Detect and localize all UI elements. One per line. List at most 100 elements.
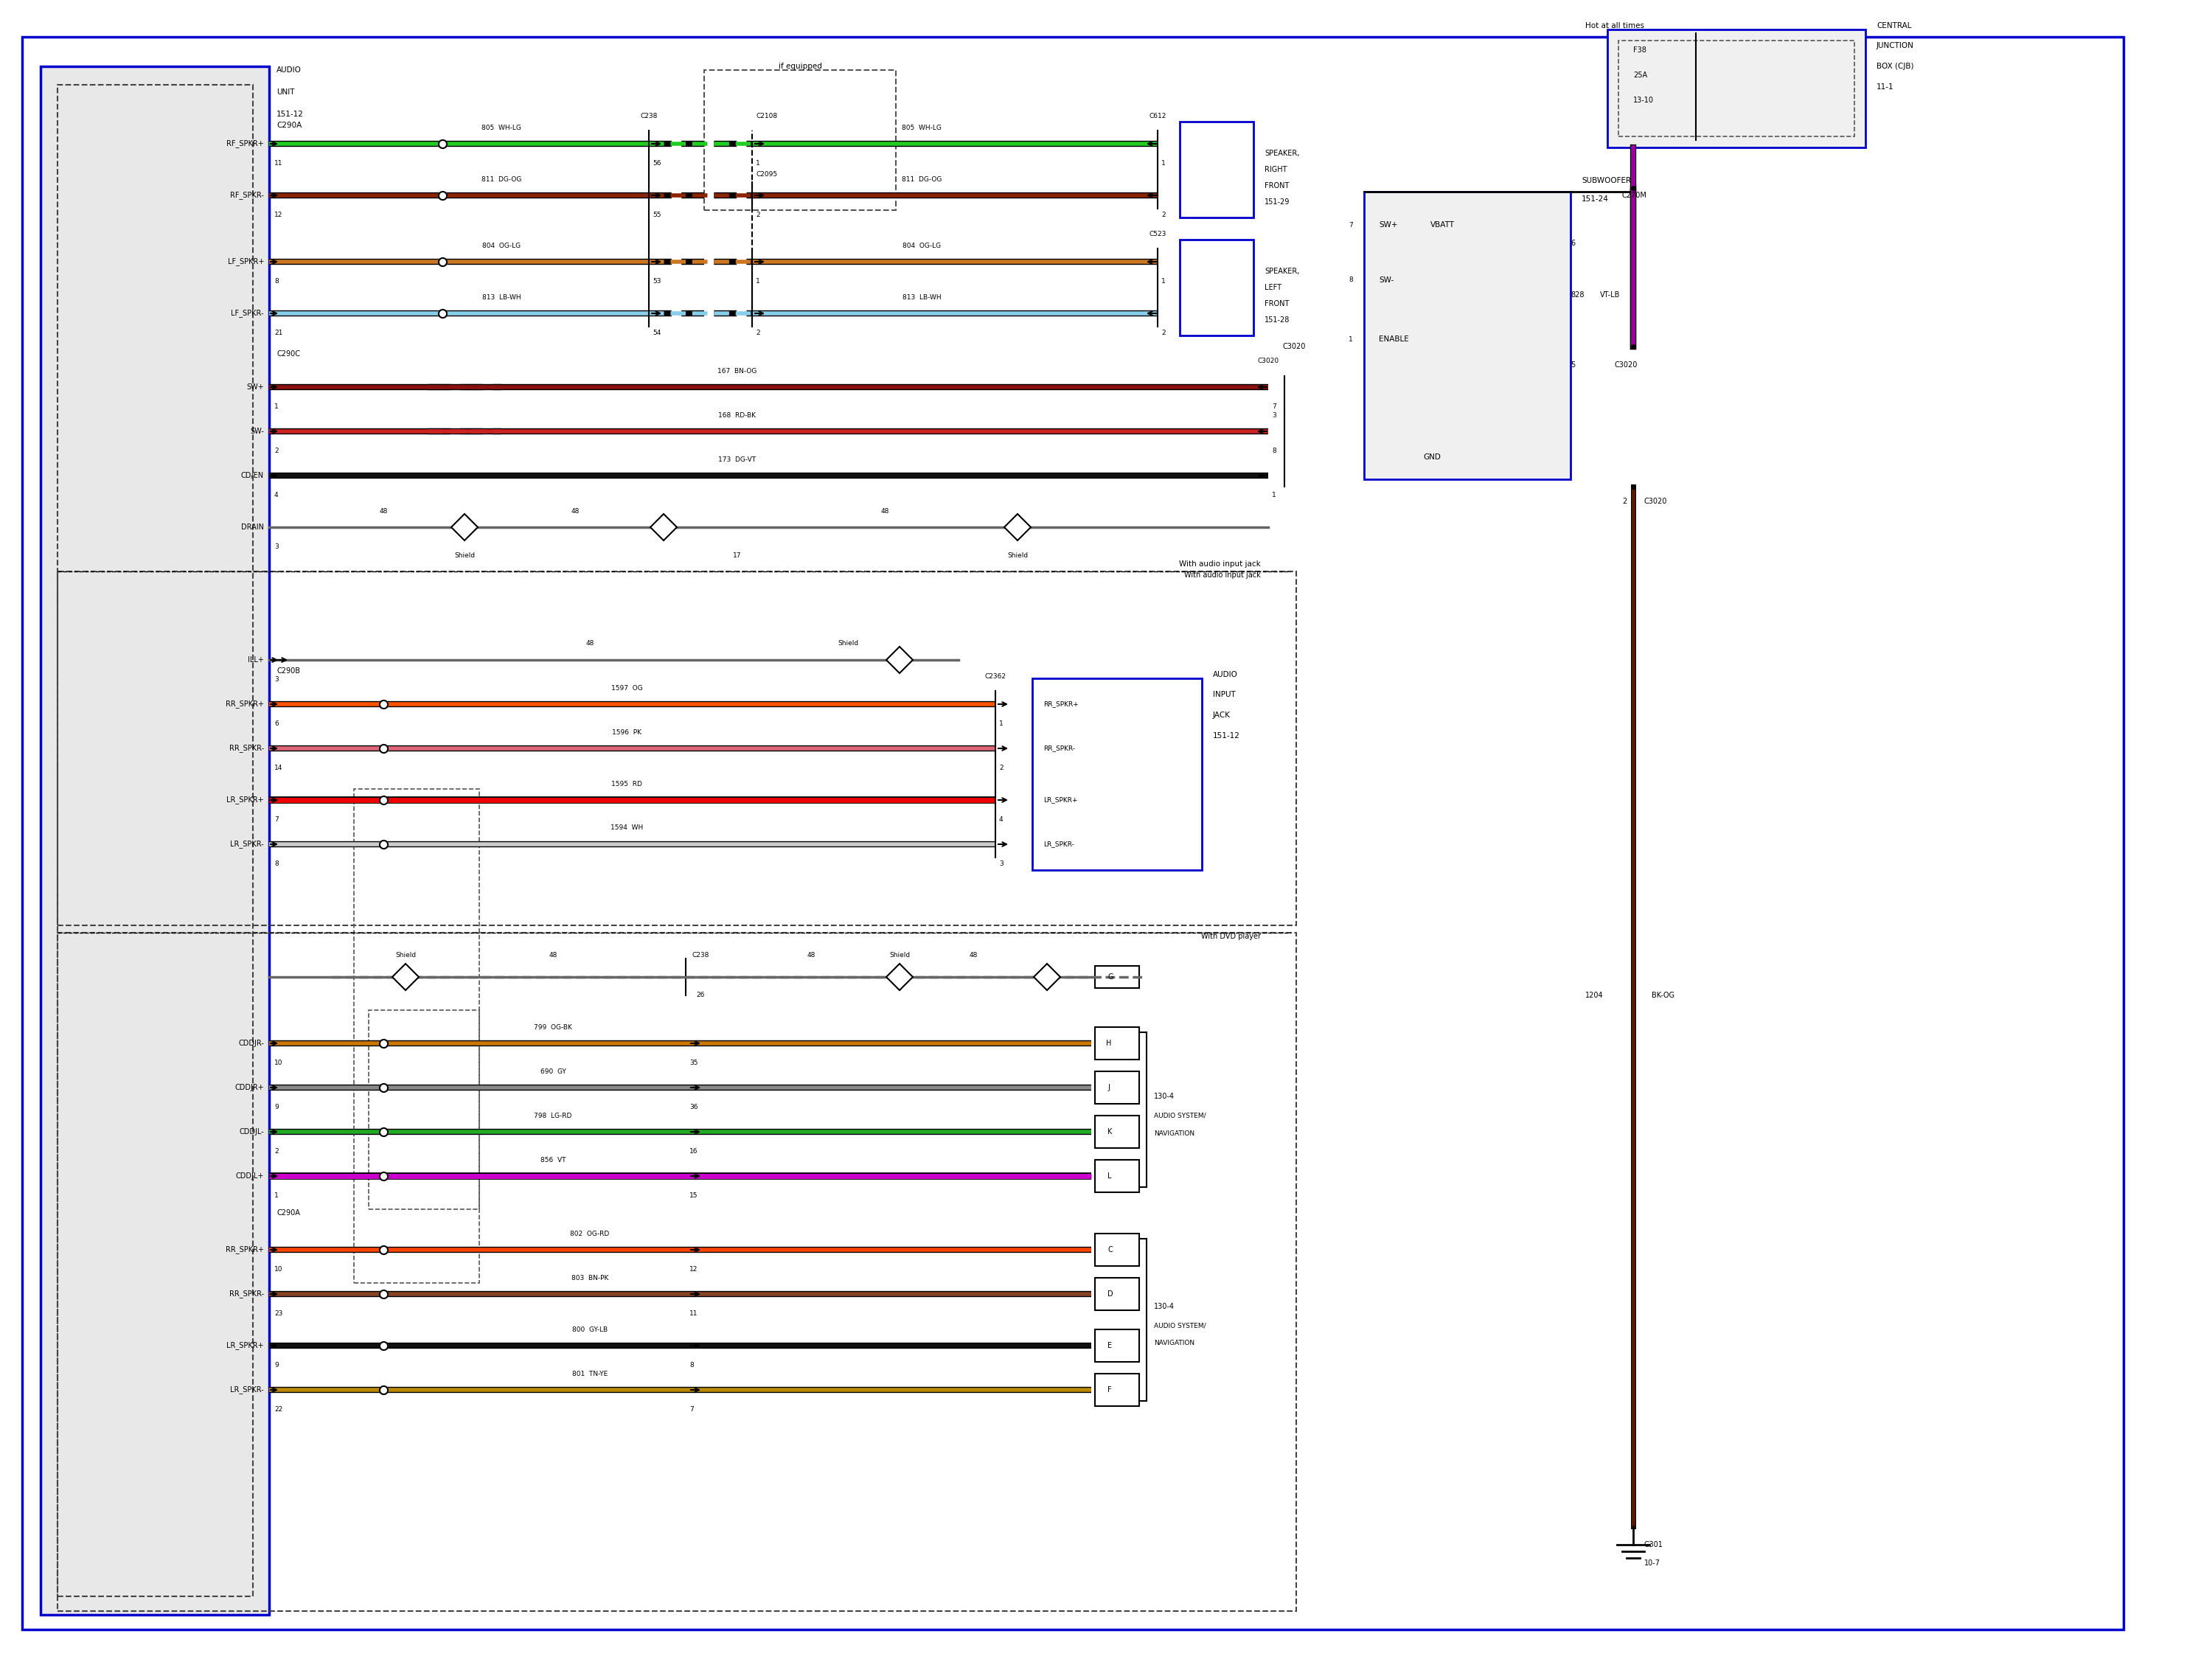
Text: JACK: JACK (1212, 712, 1230, 718)
Text: AUDIO SYSTEM/: AUDIO SYSTEM/ (1155, 1322, 1206, 1329)
Text: 811  DG-OG: 811 DG-OG (482, 176, 522, 182)
Text: 2: 2 (757, 212, 761, 219)
Text: C2095: C2095 (757, 171, 776, 178)
Text: NAVIGATION: NAVIGATION (1155, 1130, 1194, 1136)
Text: 8: 8 (274, 279, 279, 285)
Text: 7: 7 (690, 1407, 695, 1413)
Text: 3: 3 (274, 677, 279, 684)
Bar (1095, 1072, 1139, 1103)
Bar (1365, 192, 1571, 479)
Text: 2: 2 (1621, 498, 1626, 504)
Text: RF_SPKR+: RF_SPKR+ (226, 139, 263, 148)
Text: Hot at all times: Hot at all times (1586, 22, 1644, 30)
Text: With audio input jack: With audio input jack (1183, 571, 1261, 579)
Text: DRAIN: DRAIN (241, 524, 263, 531)
Text: GND: GND (1422, 453, 1440, 461)
Text: E: E (1108, 1342, 1113, 1349)
Text: 1: 1 (757, 161, 761, 168)
Bar (58, 85, 252, 1596)
Text: 48: 48 (378, 508, 387, 514)
Text: 130-4: 130-4 (1155, 1093, 1175, 1100)
Text: F38: F38 (1632, 46, 1646, 53)
Text: D: D (1108, 1291, 1113, 1297)
Text: 10-7: 10-7 (1644, 1559, 1661, 1566)
Text: 35: 35 (690, 1060, 699, 1067)
Text: 151-12: 151-12 (1212, 732, 1241, 740)
Text: FRONT: FRONT (1265, 182, 1290, 189)
Text: C238: C238 (639, 113, 657, 119)
Text: C290A: C290A (276, 1209, 301, 1216)
Text: 151-29: 151-29 (1265, 199, 1290, 206)
Text: CDDJR-: CDDJR- (239, 1040, 263, 1047)
Text: CDDJR+: CDDJR+ (234, 1083, 263, 1092)
Text: C: C (1108, 1246, 1113, 1254)
Text: 11: 11 (690, 1311, 699, 1317)
Text: 3: 3 (1000, 861, 1004, 868)
Text: AUDIO: AUDIO (276, 66, 301, 73)
Text: 8: 8 (274, 861, 279, 868)
Text: Shield: Shield (453, 552, 476, 559)
Text: SW-: SW- (250, 428, 263, 435)
Text: RR_SPKR-: RR_SPKR- (230, 1291, 263, 1297)
Text: 2: 2 (1161, 212, 1166, 219)
Text: C3020: C3020 (1615, 362, 1637, 368)
Text: 1204: 1204 (1586, 992, 1604, 999)
Text: LF_SPKR+: LF_SPKR+ (228, 257, 263, 265)
Text: ENABLE: ENABLE (1378, 335, 1409, 343)
Text: 2: 2 (274, 448, 279, 455)
Text: 1594  WH: 1594 WH (611, 825, 644, 831)
Text: 167  BN-OG: 167 BN-OG (717, 368, 757, 375)
Bar (1095, 1115, 1139, 1148)
Text: K: K (1108, 1128, 1113, 1135)
Text: 804  OG-LG: 804 OG-LG (902, 242, 940, 249)
Bar (1608, 30, 1865, 148)
Text: 804  OG-LG: 804 OG-LG (482, 242, 520, 249)
Text: LR_SPKR+: LR_SPKR+ (226, 796, 263, 805)
Text: 1: 1 (274, 1193, 279, 1199)
Text: Shield: Shield (889, 952, 909, 959)
Text: RIGHT: RIGHT (1265, 166, 1287, 173)
Text: 799  OG-BK: 799 OG-BK (533, 1024, 573, 1030)
Text: 1: 1 (1000, 720, 1004, 727)
Text: LR_SPKR-: LR_SPKR- (230, 839, 263, 848)
Text: Shield: Shield (838, 640, 858, 647)
Text: 2: 2 (274, 1148, 279, 1155)
Text: H: H (1106, 1040, 1110, 1047)
Text: 14: 14 (274, 765, 283, 771)
Text: 151-24: 151-24 (1582, 196, 1608, 202)
Text: C523: C523 (1148, 231, 1166, 237)
Bar (40, 66, 270, 1614)
Bar (1095, 1160, 1139, 1193)
Text: 1: 1 (1161, 279, 1166, 285)
Text: 151-28: 151-28 (1265, 317, 1290, 324)
Text: LR_SPKR-: LR_SPKR- (1044, 841, 1075, 848)
Text: LF_SPKR-: LF_SPKR- (230, 309, 263, 317)
Text: RR_SPKR+: RR_SPKR+ (226, 1246, 263, 1254)
Text: 1: 1 (274, 403, 279, 410)
Bar (1033, 679, 1201, 869)
Text: C3020: C3020 (1644, 498, 1668, 504)
Text: 36: 36 (690, 1105, 699, 1112)
Text: C3020: C3020 (1256, 358, 1279, 365)
Text: 8: 8 (1272, 448, 1276, 455)
Text: 690  GY: 690 GY (540, 1068, 566, 1075)
Text: 3: 3 (1272, 411, 1276, 418)
Text: 1597  OG: 1597 OG (611, 685, 641, 692)
Text: 4: 4 (1000, 816, 1004, 823)
Text: 9: 9 (274, 1362, 279, 1369)
Text: 1: 1 (757, 279, 761, 285)
Bar (354, 790, 480, 1282)
Text: Shield: Shield (1006, 552, 1029, 559)
Text: 48: 48 (549, 952, 557, 959)
Text: if equipped: if equipped (779, 63, 821, 70)
Text: LR_SPKR+: LR_SPKR+ (1044, 796, 1077, 803)
Text: 151-12: 151-12 (276, 111, 303, 118)
Text: LR_SPKR+: LR_SPKR+ (226, 1342, 263, 1350)
Text: RR_SPKR-: RR_SPKR- (230, 745, 263, 753)
Text: 7: 7 (1272, 403, 1276, 410)
Text: AUDIO SYSTEM/: AUDIO SYSTEM/ (1155, 1112, 1206, 1118)
Text: 828: 828 (1571, 292, 1584, 299)
Text: 803  BN-PK: 803 BN-PK (571, 1274, 608, 1281)
Text: 1595  RD: 1595 RD (611, 780, 641, 786)
Text: C290A: C290A (276, 121, 301, 129)
